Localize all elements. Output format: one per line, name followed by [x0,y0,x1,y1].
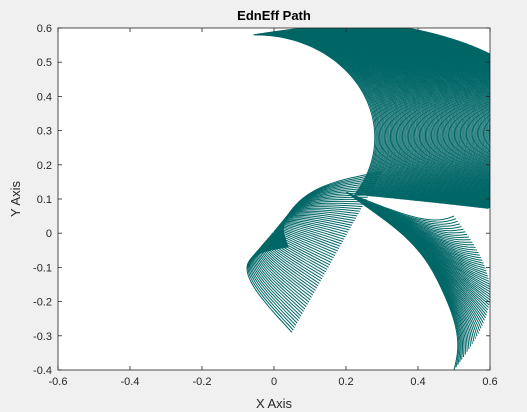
y-tick-label: -0.1 [33,262,52,274]
path-trace-line [251,244,299,322]
x-axis-label: X Axis [256,396,293,411]
x-ticks: -0.6 -0.4 -0.2 0 0.2 0.4 0.6 [49,28,498,388]
path-trace-line [351,196,464,232]
y-tick-label: 0.1 [37,194,52,206]
x-tick-label: 0.6 [482,376,497,388]
path-trace-line [403,28,490,209]
y-axis-label: Y Axis [8,181,23,217]
path-trace-line [279,222,346,238]
x-tick-label: 0.2 [338,376,353,388]
x-tick-label: 0 [271,376,277,388]
y-ticks: -0.4 -0.3 -0.2 -0.1 0 0.1 0.2 0.3 0.4 0.5 0.6 [33,23,490,377]
path-trace-line [273,231,333,261]
y-tick-label: -0.3 [33,331,52,343]
y-tick-label: 0.2 [37,160,52,172]
chart-title: EdnEff Path [237,8,311,23]
y-tick-label: 0 [46,228,52,240]
y-tick-label: 0.3 [37,126,52,138]
path-trace-line [347,192,457,223]
path-trace-line [254,243,305,312]
path-curve-layer [246,28,490,370]
x-tick-label: -0.6 [49,376,68,388]
path-trace-line [356,199,471,241]
path-trace-line [348,193,458,225]
path-trace-line [257,242,309,305]
path-trace-line [246,246,293,333]
x-tick-label: -0.2 [193,376,212,388]
y-tick-label: 0.4 [37,91,52,103]
path-trace-line [253,244,302,317]
path-trace-line [273,230,334,259]
path-trace-line [417,243,459,370]
path-trace-line [349,194,460,227]
y-tick-label: -0.4 [33,365,52,377]
x-tick-label: -0.4 [121,376,140,388]
y-tick-label: -0.2 [33,297,52,309]
path-trace-line [247,246,294,331]
y-tick-label: 0.6 [37,23,52,35]
path-trace-line [345,191,455,221]
path-trace-line [354,197,468,236]
x-tick-label: 0.4 [410,376,425,388]
y-tick-label: 0.5 [37,57,52,69]
